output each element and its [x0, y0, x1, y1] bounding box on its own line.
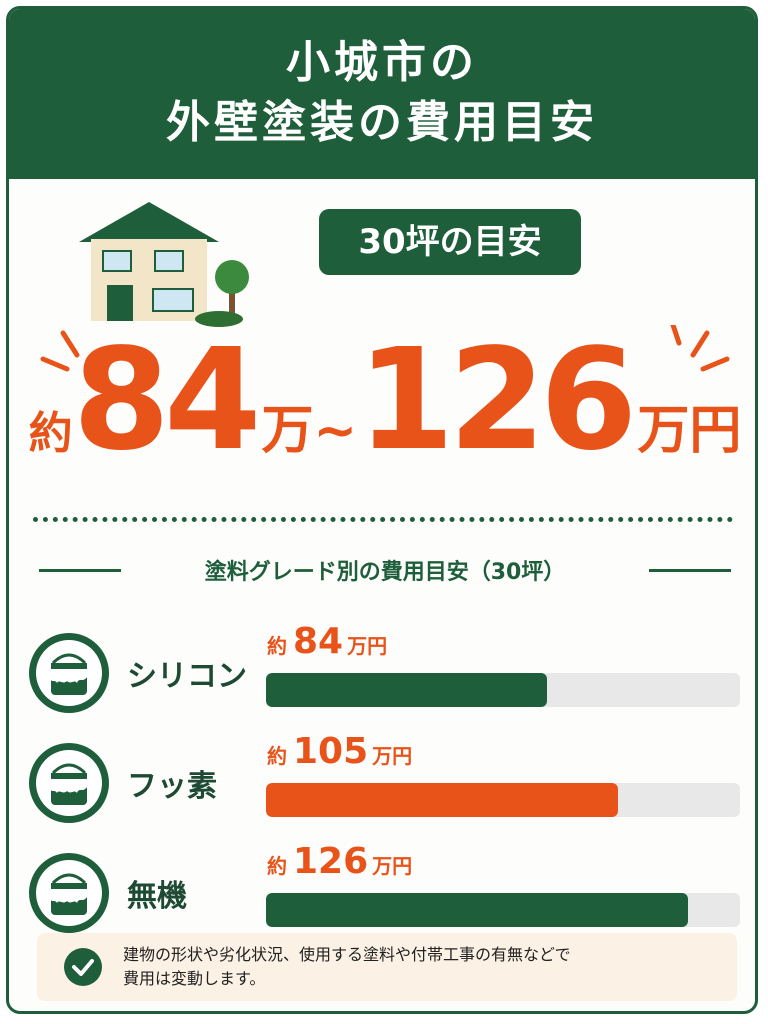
price-unit: 万 — [261, 401, 314, 461]
grade-name: フッ素 — [127, 769, 217, 804]
note: 建物の形状や劣化状況、使用する塗料や付帯工事の有無などで 費用は変動します。 — [37, 933, 737, 1001]
price-prefix: 約 — [267, 744, 287, 768]
price-prefix: 約 — [267, 854, 287, 878]
grade-name: 無機 — [127, 879, 187, 914]
paint-can-icon — [27, 741, 111, 829]
price-unit: 万円 — [637, 401, 742, 461]
grade-price: 約 84 万円 — [267, 621, 387, 662]
price-prefix: 約 — [267, 634, 287, 658]
infographic: 小城市の 外壁塗装の費用目安 30坪の目安 約 84 万 ~ 126 万円 塗料… — [6, 6, 758, 1014]
paint-can-icon — [27, 631, 111, 719]
grade-price: 約 126 万円 — [267, 841, 412, 882]
paint-can — [29, 853, 109, 933]
paint-can — [29, 743, 109, 823]
bar — [266, 673, 548, 707]
price-unit: 万円 — [372, 744, 413, 768]
grade-price: 約 105 万円 — [267, 731, 412, 772]
title-line: 外壁塗装の費用目安 — [166, 97, 598, 148]
bar — [266, 893, 689, 927]
bar-track — [266, 673, 740, 707]
note-text: 建物の形状や劣化状況、使用する塗料や付帯工事の有無などで 費用は変動します。 — [123, 943, 571, 991]
price-min: 84 — [72, 319, 262, 482]
price-separator: ~ — [313, 401, 358, 461]
section-title: 塗料グレード別の費用目安（30坪） — [9, 554, 755, 586]
price-value: 84 — [293, 621, 344, 662]
paint-can — [29, 633, 109, 713]
paint-can-icon — [27, 851, 111, 939]
bar-track — [266, 893, 740, 927]
price-value: 126 — [293, 841, 369, 882]
house-illustration — [79, 202, 249, 327]
note-line: 建物の形状や劣化状況、使用する塗料や付帯工事の有無などで — [123, 945, 571, 964]
check-icon — [64, 948, 102, 986]
price-range: 約 84 万 ~ 126 万円 — [9, 319, 755, 499]
price-unit: 万円 — [347, 634, 388, 658]
note-line: 費用は変動します。 — [123, 969, 266, 988]
bar — [266, 783, 618, 817]
price-max: 126 — [357, 319, 637, 482]
grade-row: シリコン約 84 万円 — [9, 621, 755, 721]
price-unit: 万円 — [372, 854, 413, 878]
grade-row: フッ素 約 105 万円 — [9, 731, 755, 831]
divider — [33, 517, 733, 522]
burst-lines — [40, 325, 730, 372]
title-line: 小城市の — [286, 37, 478, 88]
price-value: 105 — [293, 731, 369, 772]
bar-track — [266, 783, 740, 817]
badge: 30坪の目安 — [319, 209, 581, 275]
grade-name: シリコン — [127, 659, 247, 694]
price-prefix: 約 — [28, 408, 73, 459]
header: 小城市の 外壁塗装の費用目安 — [9, 9, 755, 179]
grade-row: 無機 約 126 万円 — [9, 841, 755, 941]
